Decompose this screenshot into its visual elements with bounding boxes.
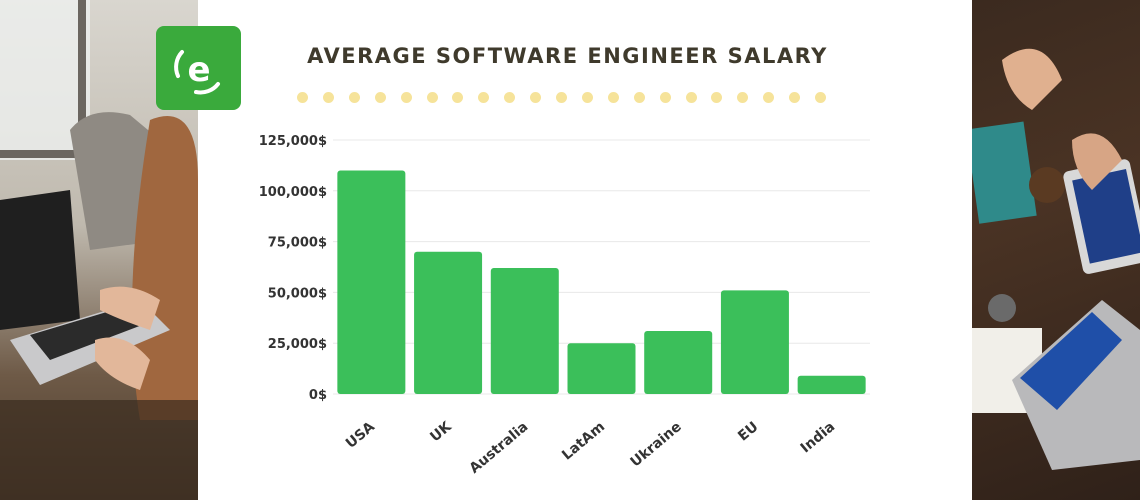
x-tick-label: Australia	[467, 419, 532, 477]
x-tick-label: LatAm	[559, 419, 608, 464]
bar-eu	[720, 290, 789, 394]
right-background-photo	[972, 0, 1140, 500]
bar-uk	[414, 251, 483, 394]
y-tick-label: 0$	[309, 388, 327, 403]
y-tick-label: 50,000$	[268, 286, 327, 301]
divider-dot	[426, 92, 438, 103]
chart-title: AVERAGE SOFTWARE ENGINEER SALARY	[307, 44, 828, 68]
decorative-dot-divider	[297, 90, 837, 104]
divider-dot	[297, 92, 308, 103]
divider-dot	[659, 92, 671, 103]
x-tick-label: Ukraine	[628, 419, 685, 471]
divider-dot	[348, 92, 360, 103]
y-tick-label: 125,000$	[259, 134, 327, 149]
bar-ukraine	[644, 331, 713, 394]
x-tick-label: EU	[735, 419, 761, 445]
x-tick-label: UK	[427, 418, 455, 445]
bar-australia	[490, 268, 559, 394]
divider-dot	[374, 92, 386, 103]
divider-dot	[581, 92, 593, 103]
logo-letter: e	[187, 50, 210, 90]
y-tick-label: 100,000$	[259, 185, 327, 200]
bar-usa	[337, 170, 406, 394]
divider-dot	[763, 92, 775, 103]
divider-dot	[530, 92, 542, 103]
x-tick-label: USA	[343, 419, 378, 452]
bar-india	[797, 375, 866, 394]
laptop-workspace-illustration	[0, 0, 198, 500]
divider-dot	[400, 92, 412, 103]
divider-dot	[711, 92, 723, 103]
logo-e-icon: e	[174, 50, 220, 95]
bar-latam	[567, 343, 636, 394]
desk-with-laptops-illustration	[972, 48, 1140, 470]
divider-dot	[478, 92, 490, 103]
divider-dot	[789, 92, 801, 103]
divider-dot	[504, 92, 516, 103]
divider-dot	[737, 92, 749, 103]
divider-dot	[815, 92, 826, 103]
divider-dot	[556, 92, 567, 103]
brand-logo: e	[156, 26, 241, 110]
divider-dot	[607, 92, 619, 103]
y-tick-label: 25,000$	[268, 337, 327, 352]
y-tick-label: 75,000$	[268, 236, 327, 251]
divider-dot	[322, 92, 334, 103]
x-tick-label: India	[798, 419, 839, 457]
divider-dot	[685, 92, 697, 103]
divider-dot	[633, 92, 645, 103]
divider-dot	[452, 92, 464, 103]
